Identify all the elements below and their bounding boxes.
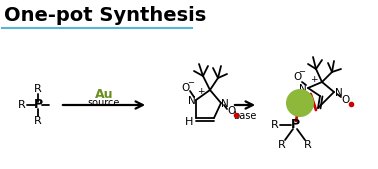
Text: R: R xyxy=(34,84,42,94)
Text: N: N xyxy=(299,84,307,94)
Text: Au: Au xyxy=(95,88,113,101)
Text: −: − xyxy=(187,78,195,88)
Text: O: O xyxy=(342,95,350,105)
Circle shape xyxy=(286,89,314,117)
Text: O: O xyxy=(293,72,301,82)
Text: R: R xyxy=(304,140,312,150)
Text: +: + xyxy=(197,88,205,96)
Text: −: − xyxy=(299,67,305,77)
Text: base: base xyxy=(233,111,257,121)
Text: H: H xyxy=(185,117,193,127)
Text: N: N xyxy=(335,88,343,98)
Text: source: source xyxy=(88,98,120,108)
Text: +: + xyxy=(310,75,318,83)
Text: O: O xyxy=(227,106,235,116)
Text: N: N xyxy=(221,99,229,109)
Text: P: P xyxy=(33,99,43,112)
Text: R: R xyxy=(18,100,26,110)
Text: R: R xyxy=(271,120,279,130)
Text: R: R xyxy=(278,140,286,150)
Text: Au: Au xyxy=(291,96,309,110)
Text: R: R xyxy=(34,116,42,126)
Text: One-pot Synthesis: One-pot Synthesis xyxy=(4,6,206,25)
Text: P: P xyxy=(290,118,299,131)
Text: O: O xyxy=(182,83,190,93)
Text: N: N xyxy=(188,96,196,106)
